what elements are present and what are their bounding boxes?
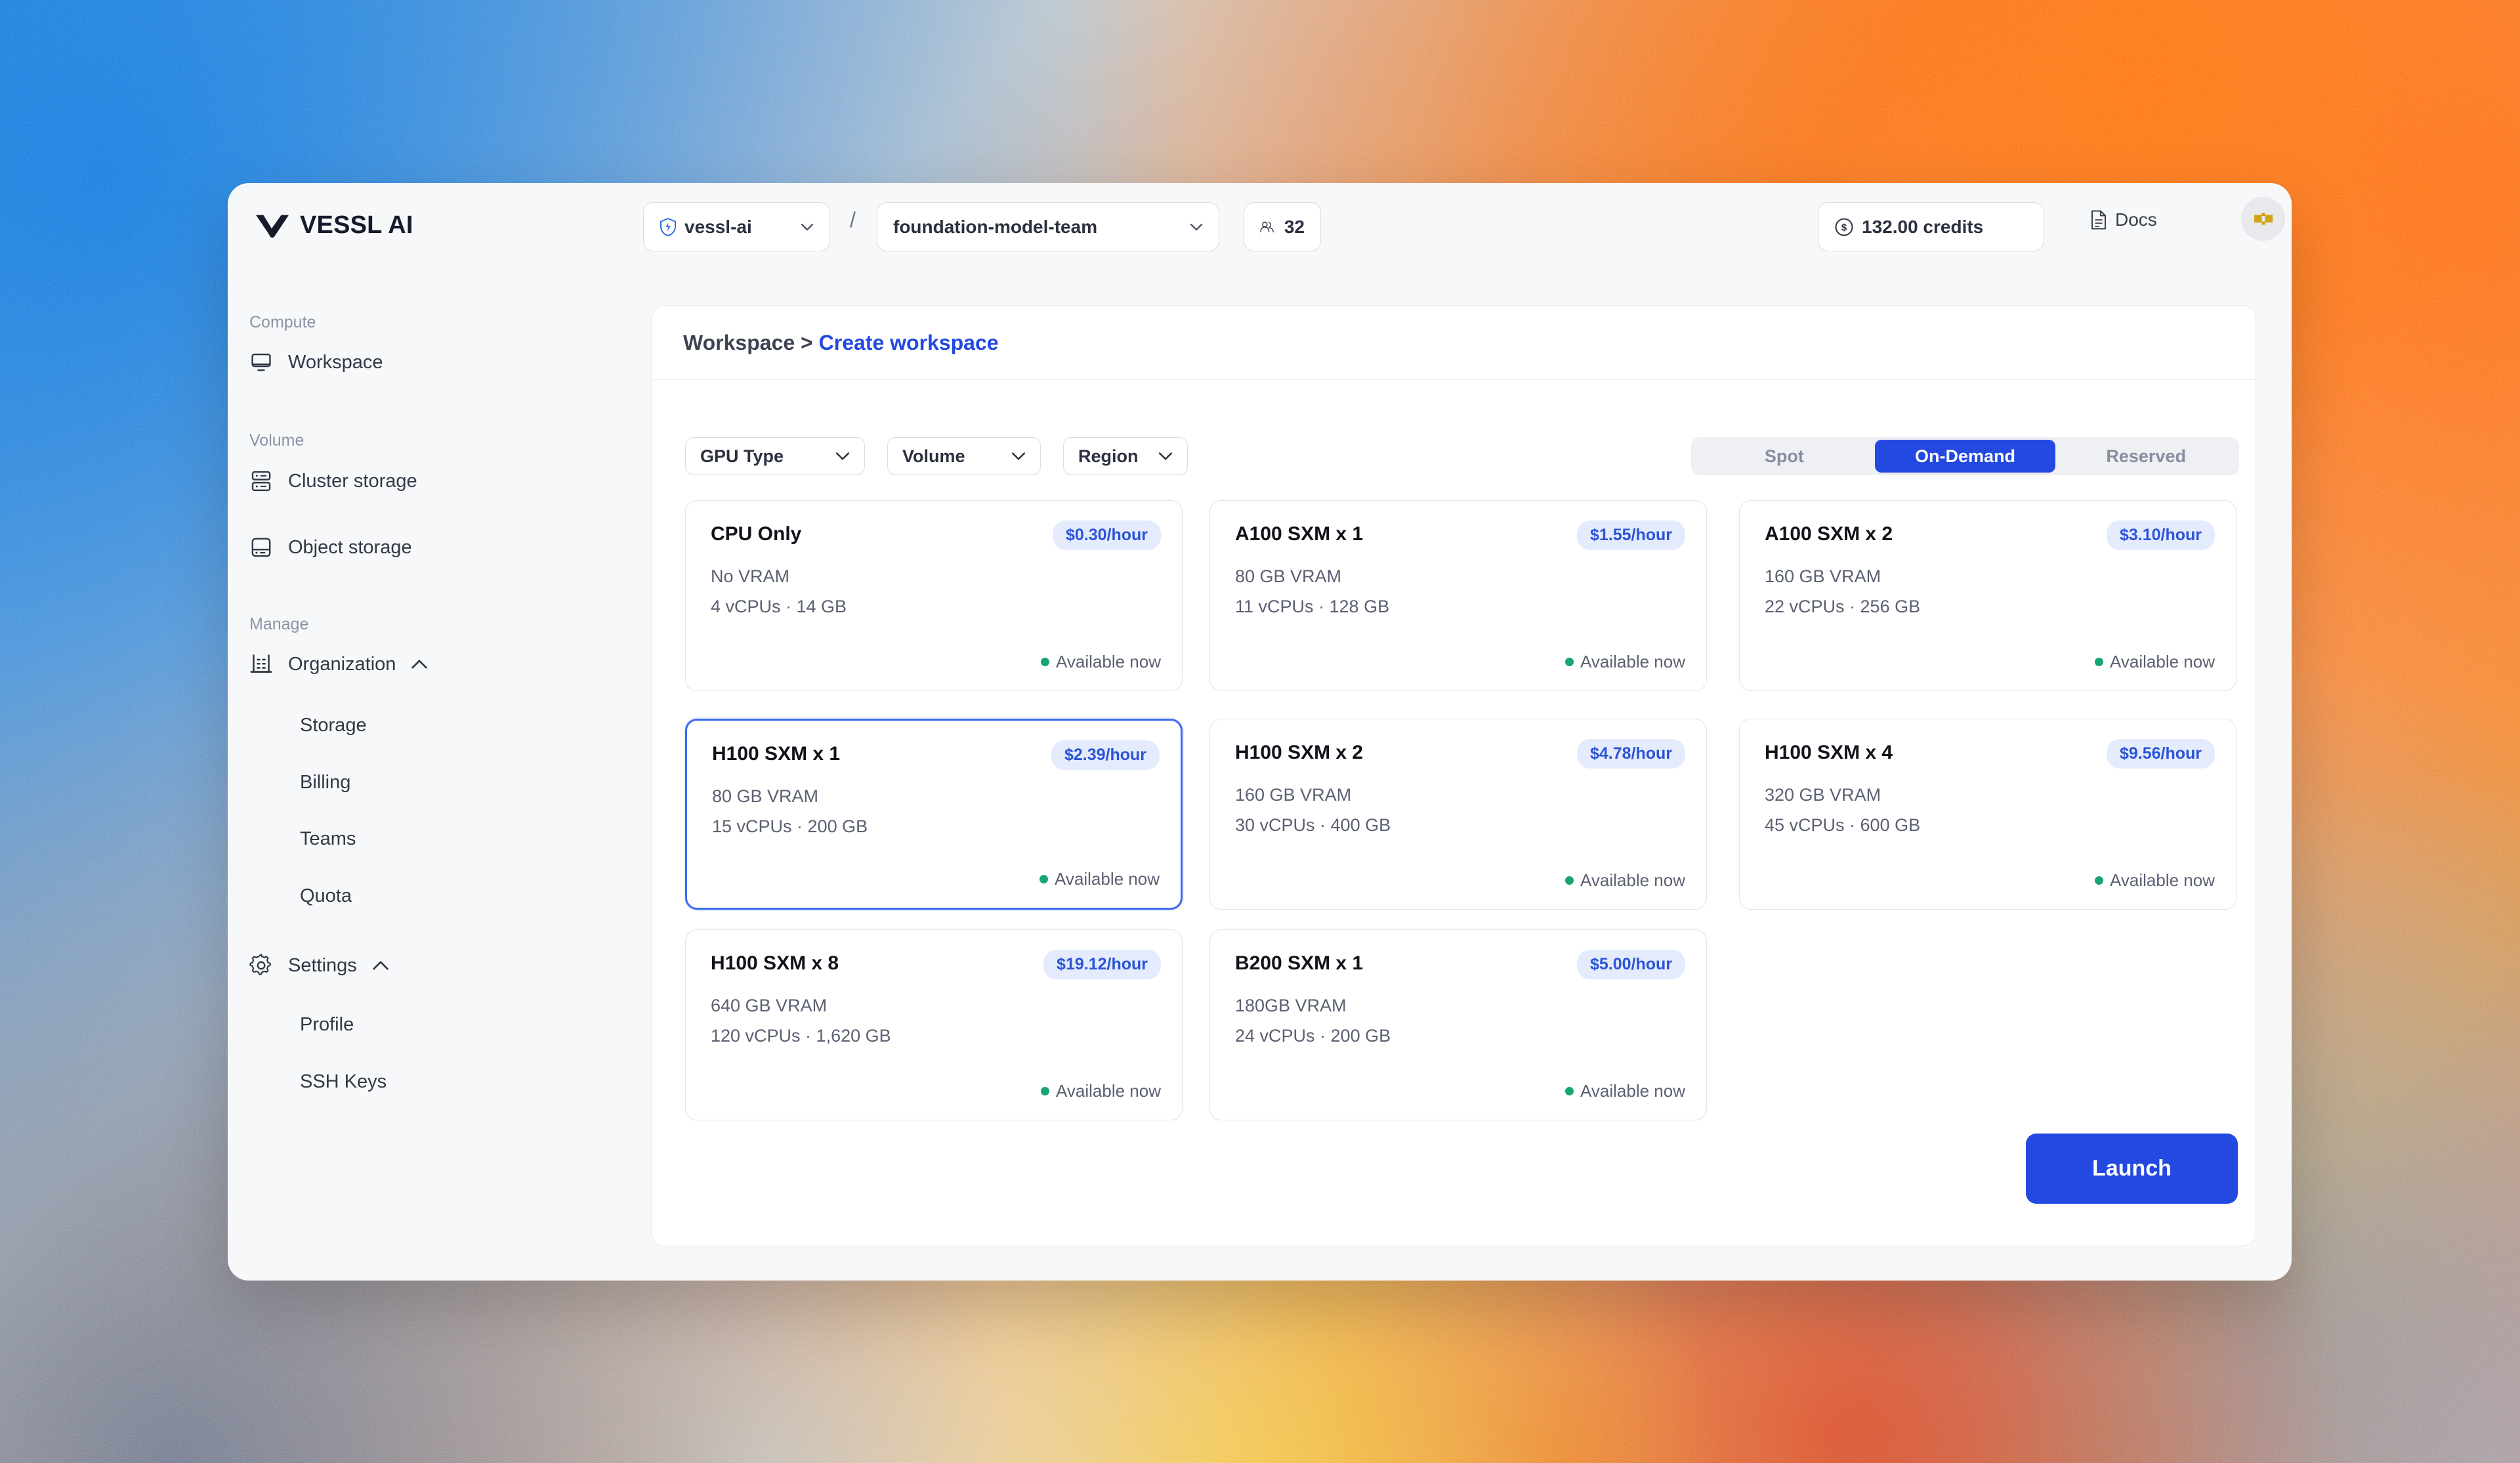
- svg-text:$: $: [1841, 222, 1847, 233]
